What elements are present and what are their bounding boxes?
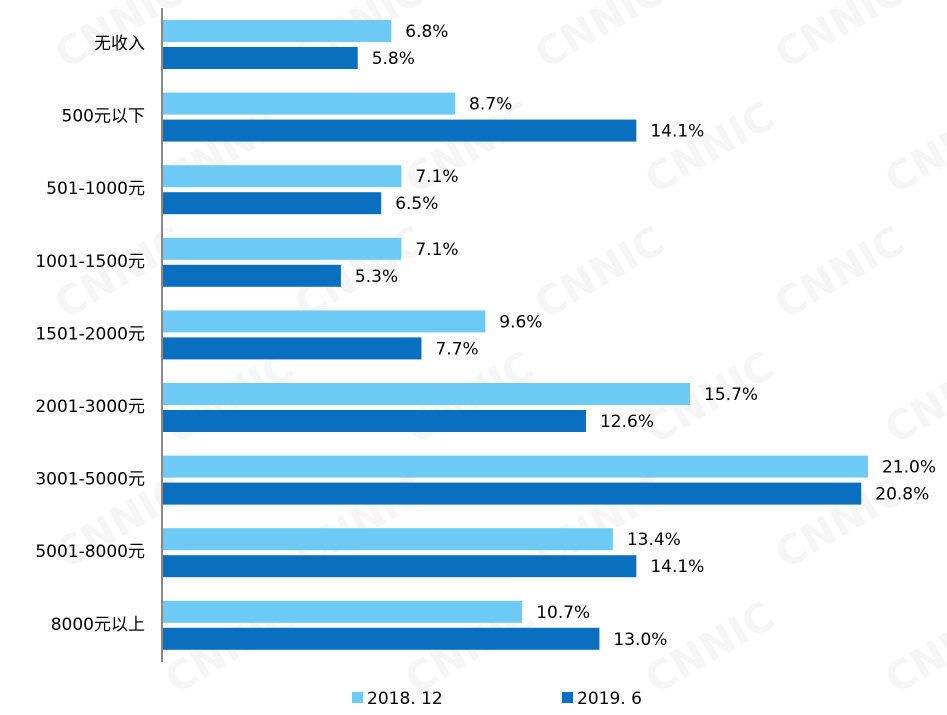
value-label: 7.1% <box>415 240 458 260</box>
value-label: 14.1% <box>650 557 704 577</box>
y-tick-label: 1001-1500元 <box>35 252 145 272</box>
value-label: 13.0% <box>613 630 667 650</box>
bar <box>163 47 358 69</box>
watermark: CNNIC <box>768 218 913 328</box>
value-label: 9.6% <box>499 312 542 332</box>
y-tick-label: 无收入 <box>94 34 145 54</box>
bar <box>163 528 613 551</box>
value-label: 12.6% <box>600 412 654 432</box>
bar <box>163 600 523 623</box>
y-tick-label: 2001-3000元 <box>35 397 145 417</box>
bar <box>163 92 456 115</box>
value-label: 7.1% <box>415 167 458 187</box>
bar <box>163 165 402 188</box>
bar <box>163 264 341 287</box>
bar <box>163 627 600 650</box>
y-tick-label: 3001-5000元 <box>35 470 145 490</box>
bar <box>163 337 422 360</box>
value-label: 14.1% <box>650 122 704 142</box>
bar <box>163 119 637 142</box>
value-label: 20.8% <box>875 485 929 505</box>
value-label: 5.3% <box>355 267 398 287</box>
legend-label: 2019. 6 <box>577 689 642 709</box>
value-label: 10.7% <box>536 603 590 623</box>
y-tick-label: 500元以下 <box>62 107 145 127</box>
bar <box>163 555 637 578</box>
value-label: 5.8% <box>372 49 415 69</box>
bar <box>163 20 392 42</box>
bar <box>163 237 402 260</box>
watermark: CNNIC <box>528 218 673 328</box>
legend-swatch <box>562 692 573 703</box>
value-label: 7.7% <box>435 339 478 359</box>
watermark: CNNIC <box>878 343 947 453</box>
watermark: CNNIC <box>878 593 947 703</box>
legend-label: 2018. 12 <box>367 689 443 709</box>
legend-swatch <box>352 692 363 703</box>
y-tick-label: 5001-8000元 <box>35 542 145 562</box>
value-label: 8.7% <box>469 95 512 115</box>
value-label: 6.8% <box>405 22 448 42</box>
watermark: CNNIC <box>878 93 947 203</box>
y-tick-label: 8000元以上 <box>51 615 145 635</box>
y-tick-label: 501-1000元 <box>46 179 145 199</box>
watermark: CNNIC <box>768 0 913 78</box>
watermark: CNNIC <box>528 0 673 78</box>
value-label: 13.4% <box>627 530 681 550</box>
bar <box>163 455 868 478</box>
bar <box>163 383 691 405</box>
bar <box>163 192 382 215</box>
value-label: 15.7% <box>704 385 758 405</box>
value-label: 21.0% <box>882 458 936 478</box>
bar <box>163 310 486 333</box>
y-tick-label: 1501-2000元 <box>35 324 145 344</box>
bar <box>163 410 586 432</box>
value-label: 6.5% <box>395 194 438 214</box>
bar <box>163 482 862 505</box>
watermark: CNNIC <box>638 93 783 203</box>
